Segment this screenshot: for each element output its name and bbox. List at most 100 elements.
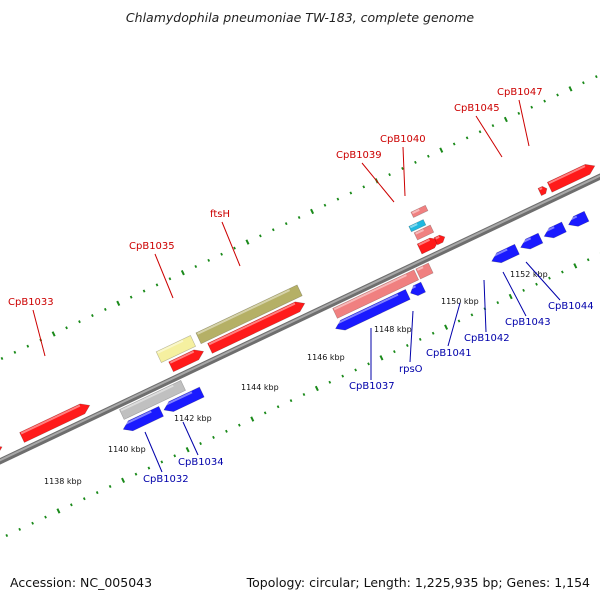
forward-tick — [465, 136, 469, 140]
label-leader — [182, 421, 199, 456]
reverse-tick — [522, 288, 525, 292]
gene — [567, 210, 590, 227]
forward-tick — [568, 86, 573, 92]
reverse-tick — [263, 411, 267, 415]
reverse-tick — [418, 337, 422, 341]
gene-label-forward: CpB1033 — [8, 297, 54, 308]
forward-tick — [323, 203, 327, 207]
gene — [415, 262, 434, 280]
reverse-tick — [160, 460, 164, 464]
forward-tick — [207, 258, 211, 262]
forward-tick — [78, 320, 81, 324]
reverse-tick — [95, 491, 99, 495]
reverse-tick — [379, 355, 384, 361]
forward-tick — [0, 356, 4, 360]
forward-tick — [439, 147, 444, 153]
kbp-label: 1140 kbp — [108, 445, 146, 454]
gene-labels: CpB1033 CpB1035 ftsH CpB1039 CpB1040 CpB1045 C… — [8, 87, 594, 485]
kbp-label: 1150 kbp — [441, 297, 479, 306]
gene — [162, 386, 205, 412]
gene-label-reverse: CpB1041 — [426, 348, 472, 359]
forward-tick — [65, 326, 68, 330]
forward-tick — [26, 344, 30, 348]
reverse-tick — [496, 301, 500, 305]
tick-marks — [0, 75, 600, 537]
forward-tick — [530, 105, 534, 109]
forward-tick — [142, 289, 146, 293]
forward-tick — [517, 111, 521, 115]
forward-tick — [245, 239, 250, 245]
gene — [334, 288, 411, 331]
reverse-tick — [444, 324, 449, 330]
gene — [409, 281, 426, 296]
forward-tick — [349, 191, 353, 195]
forward-tick — [13, 350, 17, 354]
forward-tick — [503, 116, 508, 123]
forward-tick — [284, 222, 288, 226]
forward-tick — [155, 283, 159, 287]
label-leader — [402, 146, 406, 197]
label-leader — [518, 99, 530, 147]
label-leader — [502, 271, 527, 317]
gene-label-reverse: CpB1032 — [143, 474, 189, 485]
forward-tick — [478, 130, 482, 134]
reverse-tick — [548, 276, 551, 280]
gene-label-forward: CpB1047 — [497, 87, 543, 98]
reverse-tick — [573, 263, 578, 269]
reverse-tick — [328, 380, 332, 384]
label-leader — [32, 309, 46, 357]
reverse-tick — [121, 477, 126, 484]
forward-tick — [594, 75, 598, 79]
forward-tick — [194, 265, 198, 269]
reverse-tick — [212, 435, 215, 439]
kbp-label: 1142 kbp — [174, 414, 212, 423]
label-leaders — [32, 99, 561, 473]
forward-tick — [582, 81, 585, 85]
forward-tick — [180, 269, 185, 276]
reverse-tick — [276, 405, 280, 409]
forward-tick — [362, 185, 366, 189]
reverse-tick — [44, 515, 47, 519]
reverse-tick — [535, 282, 538, 286]
gene — [433, 234, 446, 246]
gene-label-forward: CpB1039 — [336, 150, 382, 161]
reverse-tick — [393, 350, 396, 354]
reverse-tick — [31, 521, 34, 525]
reverse-tick — [185, 446, 190, 453]
forward-tick — [297, 216, 301, 220]
forward-tick — [271, 228, 275, 232]
reverse-tick — [173, 454, 177, 458]
kbp-label: 1144 kbp — [241, 383, 279, 392]
forward-tick — [233, 246, 236, 250]
reverse-tick — [237, 423, 241, 427]
gene — [168, 349, 205, 373]
gene — [413, 224, 435, 241]
gene — [408, 219, 427, 233]
forward-tick — [336, 197, 340, 201]
forward-tick — [452, 142, 456, 146]
gene — [410, 204, 429, 218]
label-leader — [361, 162, 395, 203]
reverse-tick — [457, 319, 461, 323]
gene — [490, 243, 520, 264]
label-leader — [525, 261, 561, 301]
reverse-tick — [250, 416, 255, 422]
reverse-tick — [18, 527, 22, 531]
gene-label-forward: ftsH — [210, 209, 230, 220]
gene-label-forward: CpB1035 — [129, 241, 175, 252]
gene-label-forward: CpB1045 — [454, 103, 500, 114]
forward-tick — [414, 160, 417, 164]
reverse-tick — [302, 393, 306, 397]
gene — [207, 301, 306, 354]
gene-label-reverse: CpB1042 — [464, 333, 510, 344]
gene — [537, 185, 548, 197]
reverse-tick — [586, 258, 590, 262]
reverse-tick — [314, 385, 319, 392]
forward-tick — [129, 295, 133, 299]
genome-backbone — [0, 173, 600, 465]
reverse-tick — [508, 293, 513, 300]
gene-label-reverse: rpsO — [399, 364, 423, 375]
reverse-tick — [470, 313, 474, 317]
kbp-label: 1152 kbp — [510, 270, 548, 279]
